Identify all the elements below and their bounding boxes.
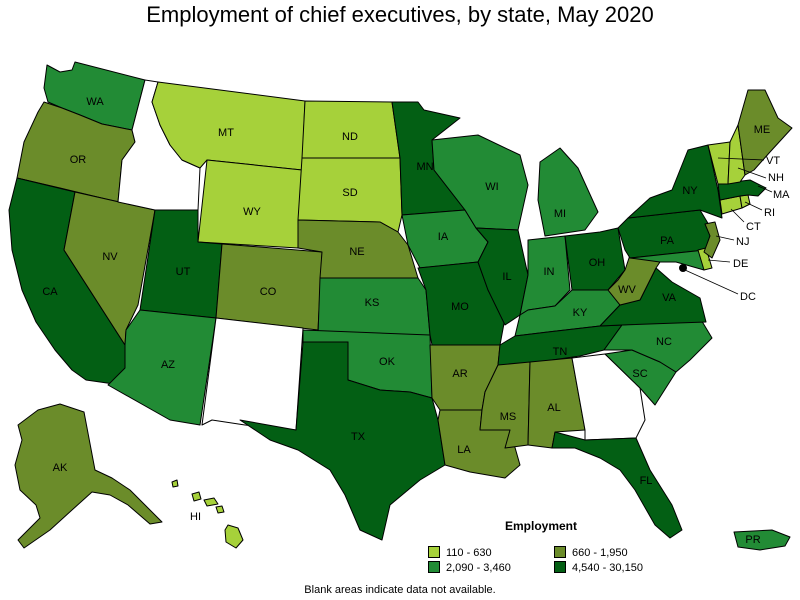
state-label-ak: AK (53, 462, 68, 474)
state-az[interactable] (107, 309, 217, 426)
legend-label: 110 - 630 (446, 547, 492, 559)
state-label-ut: UT (176, 266, 191, 278)
state-label-in: IN (544, 266, 555, 278)
state-label-mi: MI (554, 208, 566, 220)
state-label-il: IL (502, 271, 511, 283)
state-label-pr: PR (745, 534, 760, 546)
state-label-ny: NY (682, 185, 698, 197)
state-label-nv: NV (102, 251, 118, 263)
state-label-ri: RI (764, 207, 775, 219)
state-nd[interactable] (301, 100, 401, 159)
state-label-ar: AR (452, 368, 467, 380)
state-label-wi: WI (485, 181, 498, 193)
legend-title: Employment (505, 519, 578, 533)
leader-line-vt (717, 157, 765, 161)
state-de[interactable] (697, 247, 713, 271)
state-label-mt: MT (218, 127, 234, 139)
state-label-ok: OK (379, 356, 396, 368)
state-label-co: CO (260, 286, 277, 298)
state-hi[interactable] (171, 479, 244, 549)
state-ak[interactable] (14, 403, 163, 549)
leader-line-nh (737, 167, 767, 179)
state-il[interactable] (475, 227, 529, 326)
state-fl[interactable] (551, 431, 683, 539)
leader-line-dc (684, 269, 739, 295)
state-nj[interactable] (703, 221, 721, 259)
leader-line-de (707, 259, 731, 263)
state-label-ia: IA (438, 231, 449, 243)
leader-line-nj (715, 235, 735, 241)
state-tx[interactable] (239, 341, 446, 541)
footnote: Blank areas indicate data not available. (304, 584, 496, 596)
state-label-ct: CT (746, 221, 761, 233)
state-label-wy: WY (243, 206, 261, 218)
state-label-sd: SD (342, 187, 357, 199)
states-layer (8, 61, 793, 551)
state-label-or: OR (70, 154, 87, 166)
state-label-ky: KY (573, 307, 588, 319)
legend-item-4540-30150: 4,540 - 30,150 (554, 561, 643, 575)
state-label-mo: MO (451, 301, 469, 313)
state-ri[interactable] (739, 194, 751, 209)
state-label-tn: TN (553, 346, 568, 358)
state-label-wv: WV (618, 284, 636, 296)
state-label-mn: MN (416, 161, 433, 173)
state-label-nd: ND (342, 131, 358, 143)
state-label-ks: KS (365, 297, 380, 309)
state-mi[interactable] (537, 147, 599, 237)
leader-line-ma (757, 185, 773, 193)
state-label-ms: MS (500, 411, 517, 423)
state-label-fl: FL (640, 475, 653, 487)
state-ny[interactable] (627, 144, 723, 219)
legend-swatch (428, 561, 440, 573)
state-wy[interactable] (197, 159, 303, 249)
state-label-ca: CA (42, 286, 58, 298)
state-label-nj: NJ (736, 236, 749, 248)
state-me[interactable] (737, 89, 793, 176)
labels-layer: WA OR CA NV MT WY UT AZ CO ND SD NE KS O… (42, 96, 790, 546)
state-label-nh: NH (768, 172, 784, 184)
state-label-nc: NC (656, 336, 672, 348)
state-pr[interactable] (733, 529, 791, 551)
state-label-tx: TX (351, 431, 366, 443)
state-label-dc: DC (740, 291, 756, 303)
state-label-ma: MA (773, 189, 790, 201)
leader-line-ri (744, 201, 763, 211)
state-label-oh: OH (589, 257, 606, 269)
state-label-wa: WA (86, 96, 104, 108)
state-label-az: AZ (161, 359, 175, 371)
state-ma[interactable] (717, 179, 767, 201)
legend-label: 660 - 1,950 (572, 547, 628, 559)
legend-item-660-1950: 660 - 1,950 (554, 546, 628, 560)
state-label-me: ME (754, 124, 771, 136)
state-label-va: VA (662, 292, 677, 304)
state-label-de: DE (733, 258, 748, 270)
state-label-vt: VT (766, 155, 780, 167)
leader-line-ct (730, 208, 745, 223)
state-label-hi: HI (190, 511, 201, 523)
legend-item-110-630: 110 - 630 (428, 546, 492, 560)
state-label-pa: PA (660, 235, 675, 247)
state-dc[interactable] (679, 264, 687, 272)
legend-swatch (428, 546, 440, 558)
state-nm[interactable] (201, 317, 304, 431)
state-label-sc: SC (632, 368, 647, 380)
legend-label: 4,540 - 30,150 (572, 562, 643, 574)
legend-swatch (554, 561, 566, 573)
state-label-la: LA (457, 444, 471, 456)
map-title: Employment of chief executives, by state… (146, 2, 654, 27)
legend-item-2090-3460: 2,090 - 3,460 (428, 561, 511, 575)
state-label-ne: NE (349, 246, 364, 258)
legend-swatch (554, 546, 566, 558)
state-label-al: AL (547, 402, 560, 414)
legend-label: 2,090 - 3,460 (446, 562, 511, 574)
